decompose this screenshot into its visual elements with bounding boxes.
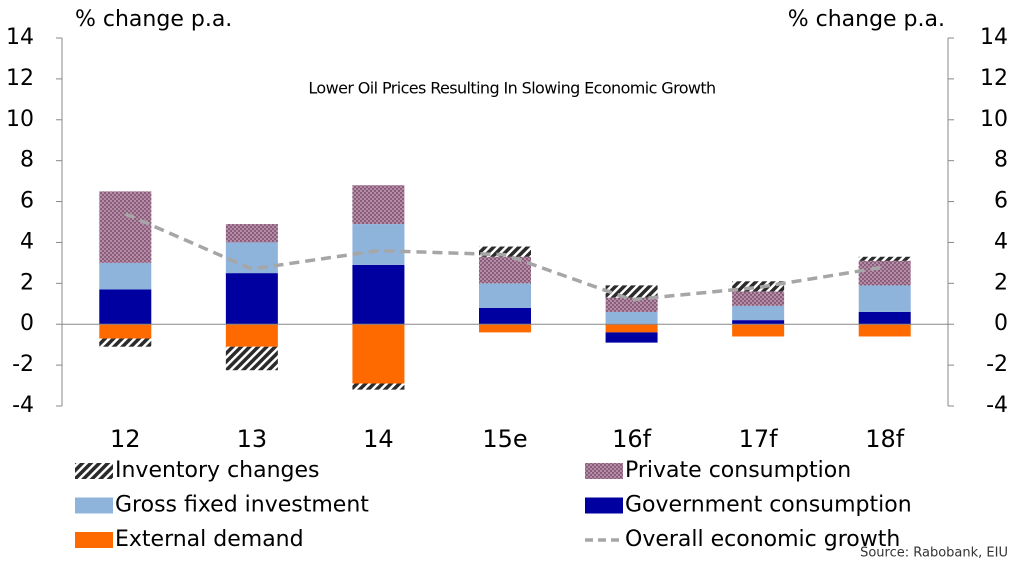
x-tick-label: 18f <box>865 425 905 453</box>
y-tick-label: 8 <box>20 148 34 173</box>
bar-segment <box>605 332 658 343</box>
bar-segment <box>99 191 152 263</box>
y2-tick-label: 2 <box>994 270 1008 295</box>
y-tick-label: 4 <box>20 229 34 254</box>
legend-swatch <box>585 463 623 479</box>
bar-segment <box>99 338 152 347</box>
bar-segment <box>99 324 152 339</box>
legend-swatch <box>75 497 113 514</box>
legend-swatch <box>75 463 113 479</box>
bar-segment <box>605 285 658 298</box>
bar-segment <box>479 307 531 325</box>
bar-segment <box>352 264 405 325</box>
bar-segment <box>225 224 278 243</box>
bar-segment <box>99 289 152 325</box>
x-tick-label: 14 <box>363 425 394 453</box>
bar-segment <box>732 291 785 306</box>
y2-tick-label: 0 <box>994 311 1008 336</box>
bar-segment <box>858 285 911 312</box>
x-tick-label: 13 <box>237 425 268 453</box>
bar-segment <box>732 324 785 337</box>
legend-label: Gross fixed investment <box>115 493 369 518</box>
y-tick-label: -4 <box>12 393 34 418</box>
bar-segment <box>479 256 531 284</box>
x-tick-label: 16f <box>612 425 652 453</box>
chart-title: Lower Oil Prices Resulting In Slowing Ec… <box>308 79 715 98</box>
y2-tick-label: 6 <box>994 189 1008 214</box>
y2-tick-label: -4 <box>986 393 1008 418</box>
y2-tick-label: -2 <box>986 352 1008 377</box>
bar-segment <box>732 305 785 321</box>
y-tick-label: 6 <box>20 189 34 214</box>
y-tick-label: 0 <box>20 311 34 336</box>
legend-label: Overall economic growth <box>625 527 900 552</box>
legend-label: External demand <box>115 527 304 552</box>
bar-segment <box>605 297 658 312</box>
y-tick-label: 2 <box>20 270 34 295</box>
bar-segment <box>479 283 531 308</box>
legend-label: Inventory changes <box>115 458 320 483</box>
source: Source: Rabobank, EIU <box>860 546 1008 561</box>
y-tick-label: -2 <box>12 352 34 377</box>
bar-segment <box>858 256 911 261</box>
bar-segment <box>225 346 278 371</box>
bar-segment <box>99 262 152 290</box>
line <box>124 212 885 302</box>
x-tick-label: 17f <box>739 425 779 453</box>
bar-segment <box>352 324 405 384</box>
bar-segment <box>225 273 278 325</box>
legend-swatch <box>75 532 113 548</box>
bar-segment <box>605 311 658 325</box>
y2-axis-label: % change p.a. <box>788 7 945 32</box>
bar-segment <box>479 246 531 257</box>
y2-tick-label: 8 <box>994 148 1008 173</box>
y2-tick-label: 14 <box>980 25 1008 50</box>
y2-tick-label: 4 <box>994 229 1008 254</box>
x-tick-label: 12 <box>110 425 141 453</box>
bar-segment <box>352 383 405 390</box>
bar-segment <box>732 320 785 325</box>
bar-segment <box>858 260 911 286</box>
bar-segment <box>352 224 405 265</box>
y-tick-label: 14 <box>6 25 34 50</box>
bar-segment <box>225 324 278 347</box>
legend-swatch <box>585 497 623 514</box>
y2-tick-label: 10 <box>980 107 1008 132</box>
bar-segment <box>605 324 658 333</box>
bar-segment <box>858 311 911 325</box>
legend-label: Government consumption <box>625 493 912 518</box>
y-tick-label: 10 <box>6 107 34 132</box>
y-axis-label: % change p.a. <box>75 7 232 32</box>
bar-segment <box>352 185 405 225</box>
y-tick-label: 12 <box>6 66 34 91</box>
legend-label: Private consumption <box>625 458 851 483</box>
y2-tick-label: 12 <box>980 66 1008 91</box>
x-tick-label: 15e <box>482 425 527 453</box>
bar-segment <box>479 324 531 333</box>
bar-segment <box>858 324 911 337</box>
bar-segment <box>732 281 785 292</box>
